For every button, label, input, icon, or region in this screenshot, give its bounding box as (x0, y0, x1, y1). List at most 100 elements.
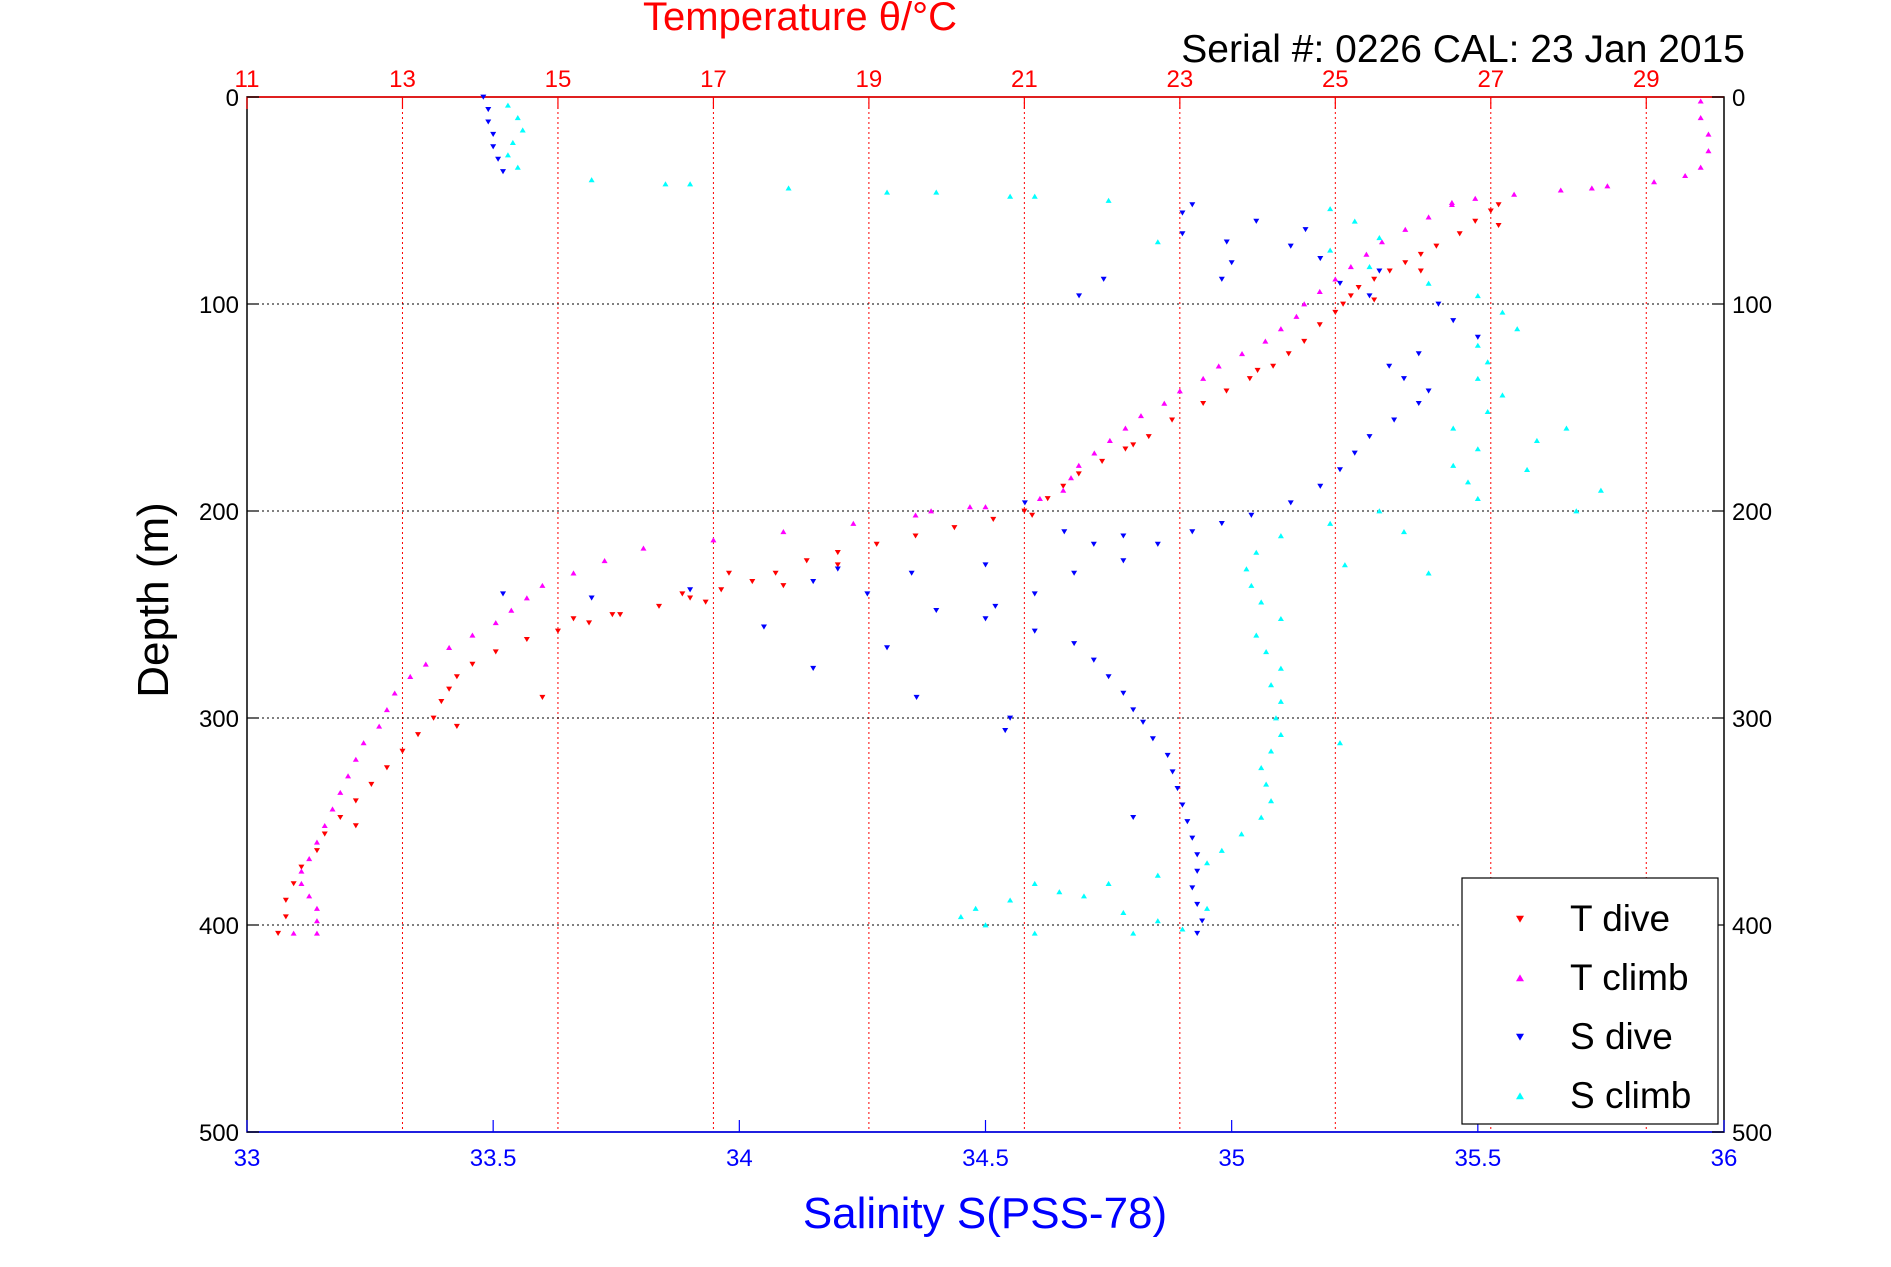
tick-label-temperature: 25 (1322, 66, 1349, 93)
data-point-t-dive (1223, 388, 1230, 394)
data-point-s-climb (1272, 715, 1279, 721)
data-point-s-climb (509, 139, 516, 145)
data-point-t-dive (1301, 338, 1308, 344)
data-point-t-climb (1161, 400, 1168, 406)
data-point-t-climb (298, 868, 305, 874)
data-point-s-climb (1351, 218, 1358, 224)
data-point-t-dive (1332, 309, 1339, 315)
data-point-t-dive (554, 628, 561, 634)
data-point-s-climb (1268, 682, 1275, 688)
data-point-t-climb (1705, 148, 1712, 154)
tick-label-depth-left: 200 (199, 499, 239, 526)
tick-label-temperature: 11 (235, 66, 260, 93)
data-point-t-climb (912, 512, 919, 518)
legend-label-t-dive: T dive (1570, 898, 1670, 939)
data-point-s-dive (1287, 500, 1294, 506)
data-point-t-dive (1075, 471, 1082, 477)
data-point-s-dive (1076, 293, 1083, 299)
data-point-t-dive (1371, 276, 1378, 282)
data-point-t-climb (850, 520, 857, 526)
data-point-t-climb (982, 504, 989, 510)
data-point-s-dive (992, 603, 999, 609)
data-point-t-climb (640, 545, 647, 551)
data-point-t-climb (313, 905, 320, 911)
tick-label-temperature: 17 (700, 66, 727, 93)
data-point-t-climb (1122, 425, 1129, 431)
data-point-t-climb (1301, 301, 1308, 307)
data-point-t-dive (321, 831, 328, 837)
tick-label-salinity: 35.5 (1454, 1145, 1501, 1172)
data-point-s-dive (933, 607, 940, 614)
data-point-t-climb (313, 839, 320, 845)
data-point-t-climb (1511, 191, 1518, 197)
data-point-s-climb (1366, 264, 1373, 270)
data-point-t-dive (1021, 508, 1028, 514)
data-point-s-dive (1031, 628, 1038, 634)
data-point-s-climb (519, 127, 526, 133)
data-point-t-climb (1705, 131, 1712, 137)
data-point-s-dive (982, 562, 989, 568)
data-point-t-dive (1347, 293, 1354, 299)
data-point-t-dive (1044, 496, 1051, 502)
data-point-t-climb (360, 740, 367, 746)
data-point-t-climb (1425, 214, 1432, 220)
x-axis-label: Salinity S(PSS-78) (803, 1189, 1167, 1238)
data-point-t-climb (508, 607, 515, 613)
legend-marker-t-dive (1516, 915, 1524, 923)
data-point-s-dive (500, 591, 507, 597)
tick-label-salinity: 33.5 (470, 1145, 517, 1172)
data-point-s-dive (1184, 819, 1191, 825)
data-point-t-dive (1340, 301, 1347, 307)
data-point-t-dive (586, 620, 593, 626)
data-point-s-climb (504, 102, 511, 108)
data-point-t-dive (1200, 400, 1207, 407)
tick-label-temperature: 13 (389, 66, 416, 93)
data-point-s-climb (1425, 280, 1432, 286)
data-point-t-dive (1246, 376, 1253, 382)
data-point-s-climb (1258, 764, 1265, 771)
tick-label-temperature: 19 (856, 66, 883, 93)
data-point-s-climb (1031, 193, 1038, 199)
data-point-s-dive (1218, 276, 1225, 282)
data-point-s-dive (1179, 231, 1186, 237)
data-point-s-dive (1179, 210, 1186, 216)
data-point-s-climb (1499, 392, 1506, 398)
data-point-t-climb (329, 806, 336, 812)
data-point-s-dive (1366, 293, 1373, 299)
data-point-s-dive (1189, 835, 1196, 841)
data-point-s-climb (1464, 479, 1471, 485)
data-point-s-dive (1450, 318, 1457, 324)
data-point-s-dive (1179, 802, 1186, 808)
data-point-t-climb (352, 756, 359, 762)
points-layer (275, 94, 1712, 936)
chart-subtitle: Serial #: 0226 CAL: 23 Jan 2015 (1181, 28, 1745, 71)
tick-label-depth-left: 0 (226, 85, 239, 112)
data-point-s-climb (1524, 466, 1531, 472)
data-point-s-climb (1204, 905, 1211, 911)
data-point-s-dive (1090, 657, 1097, 663)
data-point-s-dive (1302, 227, 1309, 233)
data-point-s-climb (1154, 239, 1161, 245)
data-point-s-dive (1071, 641, 1078, 647)
data-point-t-dive (1254, 367, 1261, 373)
data-point-t-dive (1495, 222, 1502, 229)
data-point-s-dive (1189, 202, 1196, 208)
data-point-t-climb (313, 930, 320, 936)
data-point-t-dive (1495, 202, 1502, 208)
chart-title: Temperature θ/°C (643, 0, 957, 39)
data-point-s-dive (1351, 450, 1358, 456)
data-point-s-dive (1194, 852, 1201, 858)
data-point-t-climb (601, 557, 608, 564)
data-point-t-climb (1347, 264, 1354, 270)
data-point-s-climb (1327, 520, 1334, 526)
data-point-t-dive (1355, 285, 1362, 291)
data-point-s-dive (1317, 256, 1324, 262)
data-point-t-climb (570, 570, 577, 576)
data-point-s-dive (760, 624, 767, 630)
data-point-t-dive (415, 732, 422, 738)
data-point-s-climb (1238, 831, 1245, 837)
data-point-s-dive (485, 107, 492, 113)
data-point-s-dive (834, 566, 841, 572)
data-point-t-dive (1456, 231, 1463, 237)
data-point-s-climb (1105, 880, 1112, 886)
